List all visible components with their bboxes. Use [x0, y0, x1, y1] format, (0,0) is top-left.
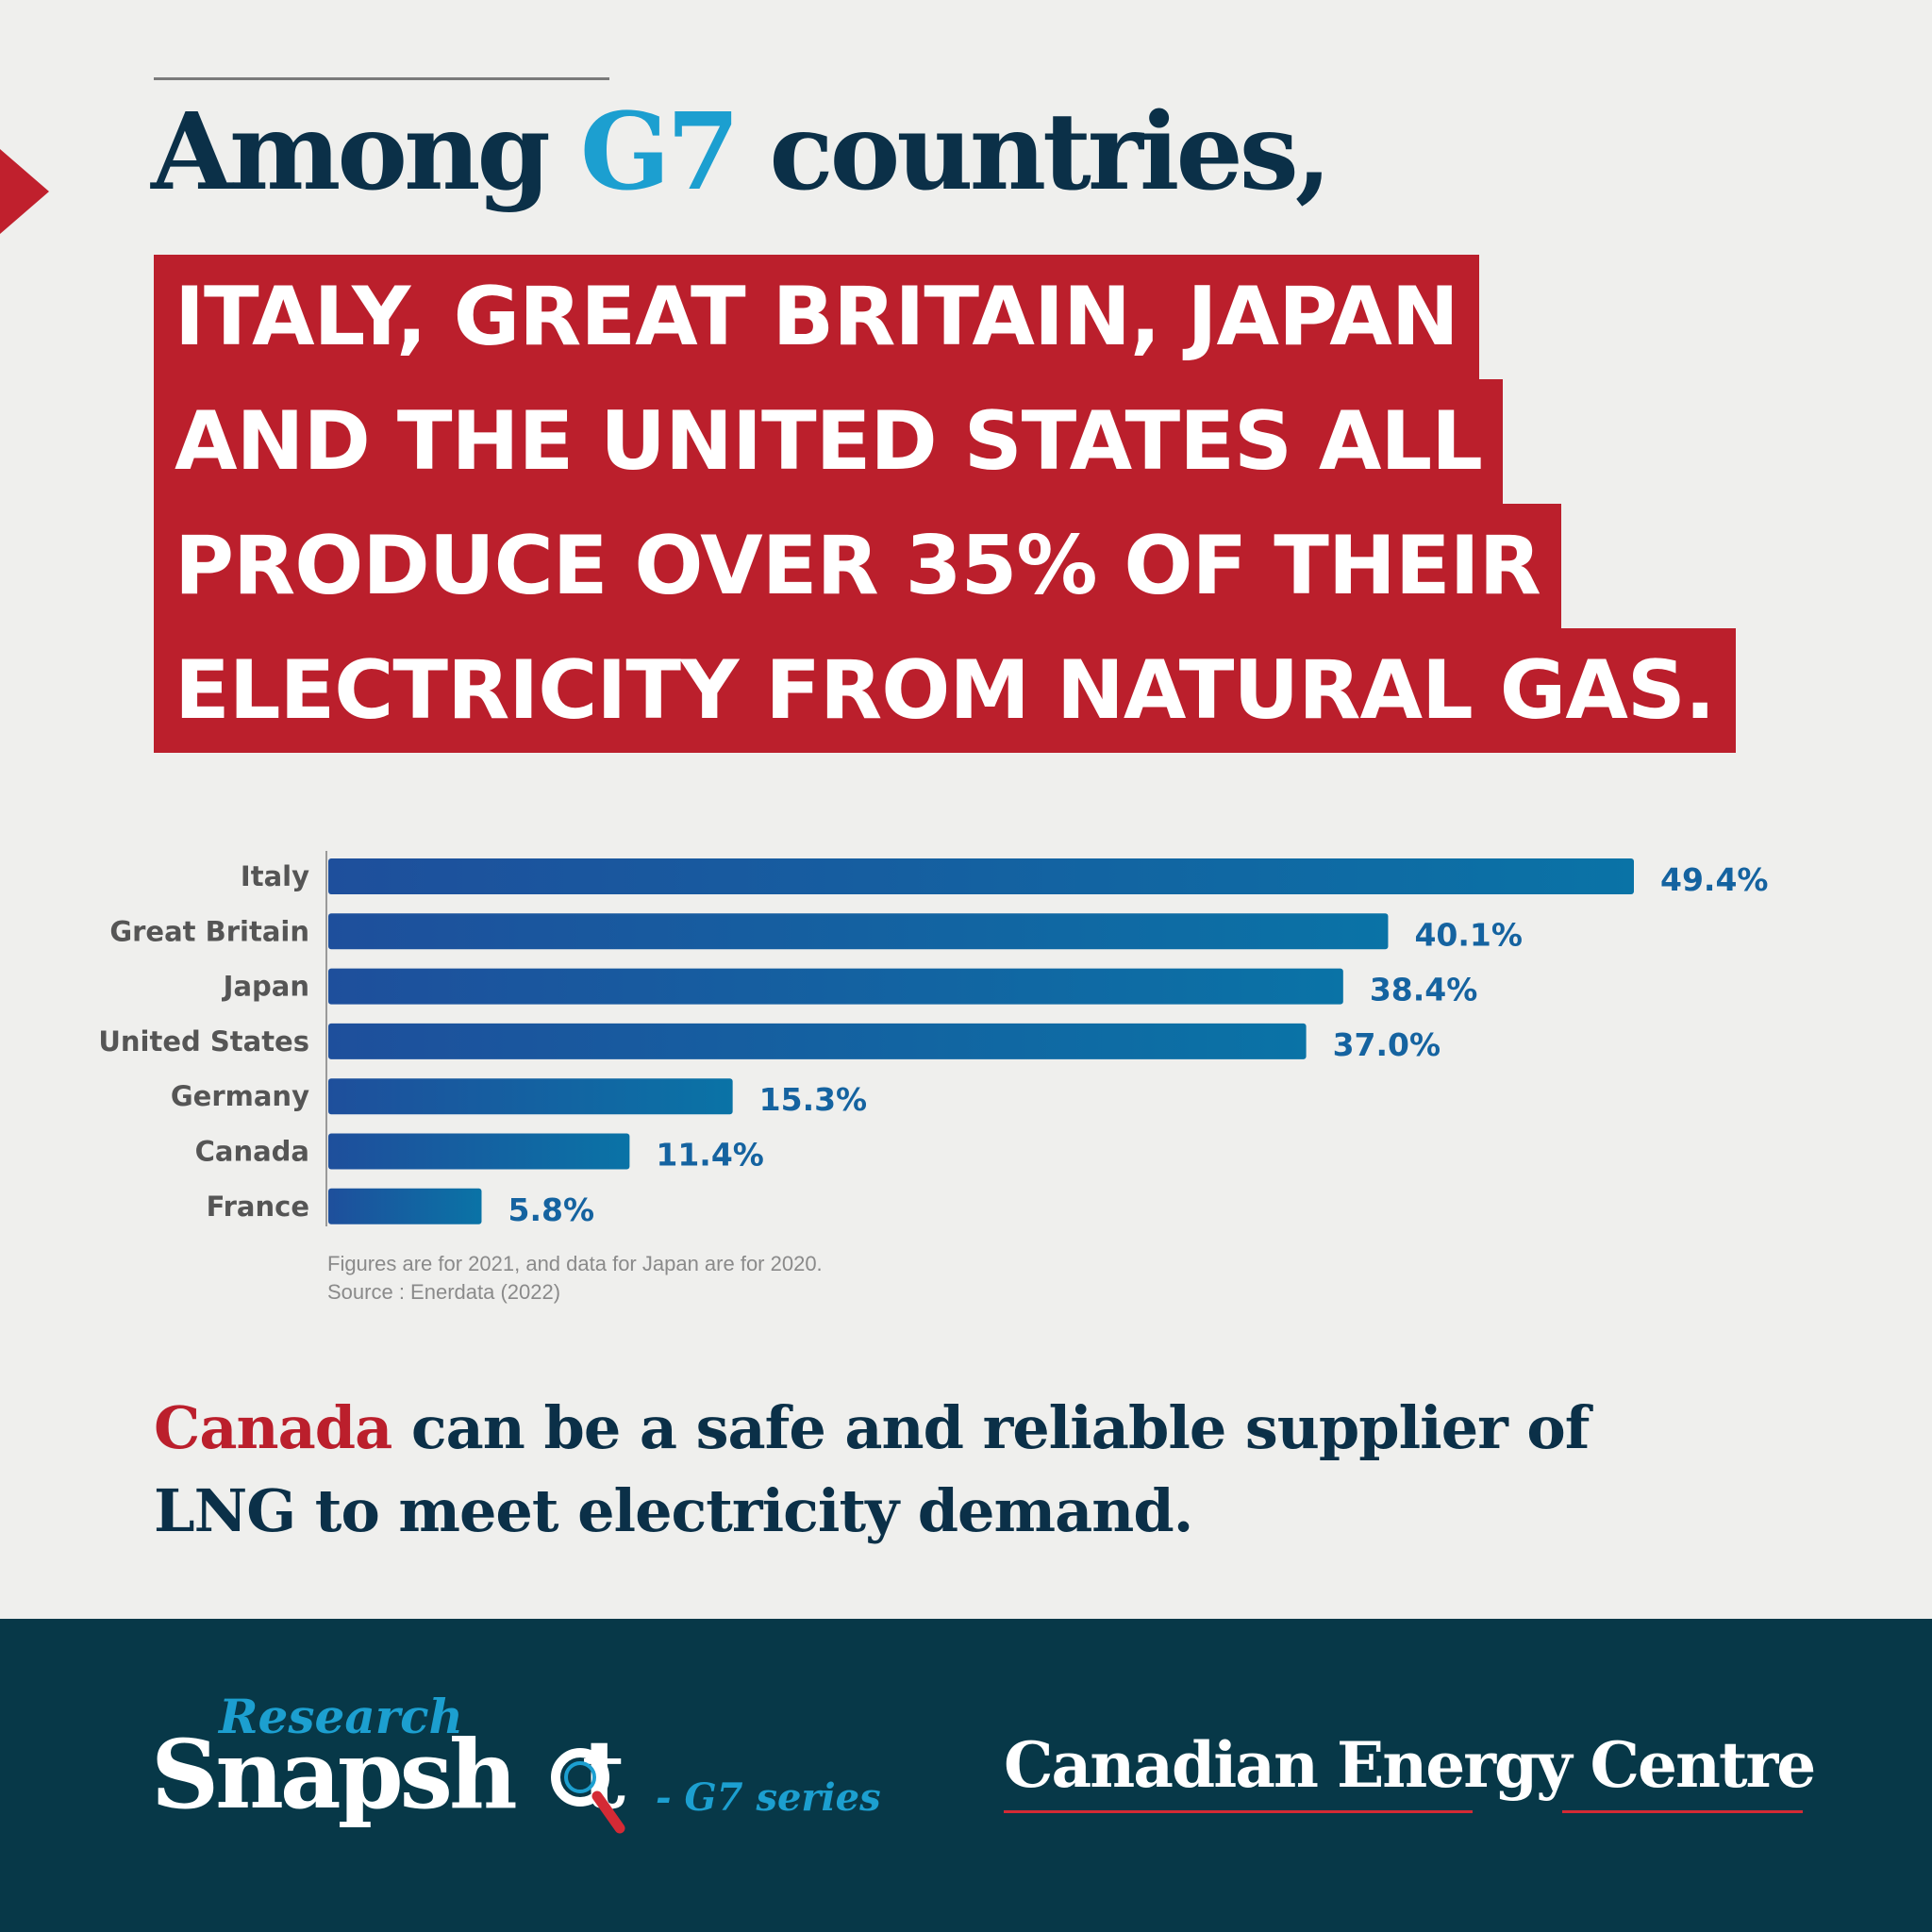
bar-great-britain: [328, 913, 1389, 950]
closing-text-line2: LNG to meet electricity demand.: [154, 1476, 1193, 1545]
organization-name: Canadian Energy Centre: [1004, 1728, 1816, 1802]
category-label: Canada: [195, 1136, 309, 1168]
value-label: 11.4%: [656, 1137, 764, 1174]
value-label: 49.4%: [1660, 861, 1769, 898]
organization-underline: [1562, 1810, 1803, 1813]
category-label: Germany: [171, 1080, 309, 1112]
bar-japan: [328, 968, 1343, 1005]
bar-chart: Italy 49.4% Great Britain 40.1% Japan 38.4% Un…: [98, 851, 1769, 1228]
value-label: 38.4%: [1370, 972, 1478, 1008]
bar-france: [328, 1188, 482, 1224]
banner-line: PRODUCE OVER 35% OF THEIR: [154, 504, 1561, 628]
brand-snapshot-text: Snapsh: [151, 1719, 518, 1830]
red-arrow-icon: [0, 149, 49, 234]
category-label: Japan: [222, 971, 309, 1003]
headline-text-start: Among: [151, 91, 580, 214]
headline: Among G7 countries,: [151, 90, 1332, 216]
organization-underline: [1004, 1810, 1473, 1813]
value-label: 15.3%: [759, 1081, 868, 1118]
bar-italy: [328, 858, 1634, 894]
value-label: 37.0%: [1333, 1026, 1441, 1063]
brand-snapshot: Snapsh t: [151, 1719, 625, 1830]
top-rule: [154, 77, 609, 80]
headline-accent: G7: [579, 91, 741, 214]
footnote: Figures are for 2021, and data for Japan…: [327, 1252, 823, 1275]
brand-series: - G7 series: [656, 1775, 881, 1820]
bar-canada: [328, 1133, 630, 1170]
brand-research: Research: [219, 1689, 463, 1744]
headline-banner: ITALY, GREAT BRITAIN, JAPAN AND THE UNIT…: [154, 255, 1932, 753]
closing-text: can be a safe and reliable supplier of: [391, 1393, 1591, 1462]
value-label: 5.8%: [508, 1191, 594, 1228]
source-note: Source : Enerdata (2022): [327, 1280, 561, 1304]
chart-notes: Figures are for 2021, and data for Japan…: [327, 1250, 823, 1307]
closing-highlight: Canada: [154, 1393, 392, 1462]
headline-text-end: countries,: [736, 91, 1331, 214]
banner-line: AND THE UNITED STATES ALL: [154, 379, 1503, 504]
magnifier-icon: [551, 1748, 625, 1834]
category-label: United States: [98, 1025, 309, 1058]
closing-statement: Canada can be a safe and reliable suppli…: [154, 1387, 1591, 1553]
bar-germany: [328, 1078, 733, 1115]
category-label: Great Britain: [109, 915, 309, 947]
category-label: France: [207, 1191, 309, 1223]
banner-line: ITALY, GREAT BRITAIN, JAPAN: [154, 255, 1479, 379]
banner-line: ELECTRICITY FROM NATURAL GAS.: [154, 628, 1736, 753]
footer-bar: [0, 1619, 1932, 1932]
category-label: Italy: [241, 860, 309, 892]
bar-united-states: [328, 1023, 1307, 1059]
value-label: 40.1%: [1414, 916, 1523, 953]
